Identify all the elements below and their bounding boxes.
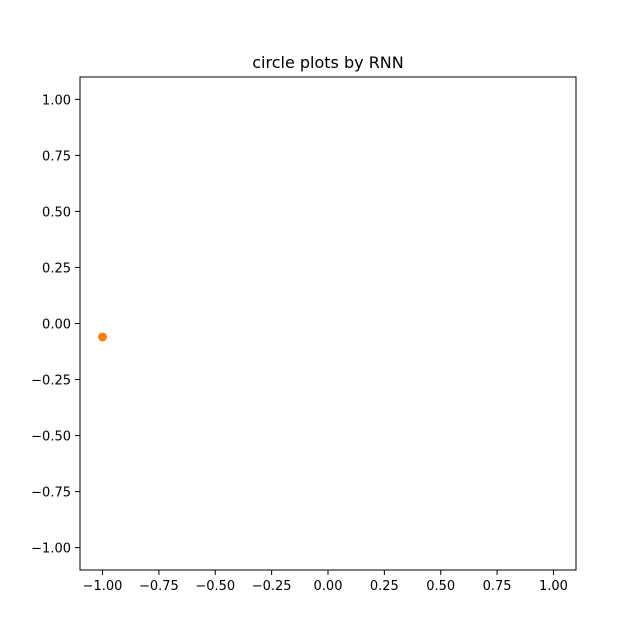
x-tick-label: 1.00 <box>539 579 568 594</box>
x-tick-label: 0.25 <box>370 579 399 594</box>
x-tick-label: 0.75 <box>483 579 512 594</box>
y-tick-label: 1.00 <box>42 93 71 108</box>
plot-area: −1.00 −0.75 −0.50 −0.25 0.00 0.25 0.50 0.75 1.00… <box>31 93 568 594</box>
x-tick-label: 0.00 <box>314 579 343 594</box>
data-point <box>98 332 108 342</box>
x-tick-label: −0.50 <box>195 579 235 594</box>
x-tick-label: −1.00 <box>83 579 123 594</box>
x-tick-label: −0.75 <box>139 579 179 594</box>
axes-frame <box>79 76 577 571</box>
y-tick-label: −1.00 <box>31 542 71 557</box>
y-tick-label: 0.00 <box>42 318 71 333</box>
y-tick-label: −0.25 <box>31 374 71 389</box>
chart-title: circle plots by RNN <box>252 53 404 72</box>
y-tick-label: 0.50 <box>42 205 71 220</box>
y-tick-label: −0.75 <box>31 486 71 501</box>
y-tick-label: −0.50 <box>31 430 71 445</box>
x-tick-label: −0.25 <box>252 579 292 594</box>
x-tick-label: 0.50 <box>426 579 455 594</box>
y-tick-label: 0.25 <box>42 261 71 276</box>
y-tick-label: 0.75 <box>42 149 71 164</box>
